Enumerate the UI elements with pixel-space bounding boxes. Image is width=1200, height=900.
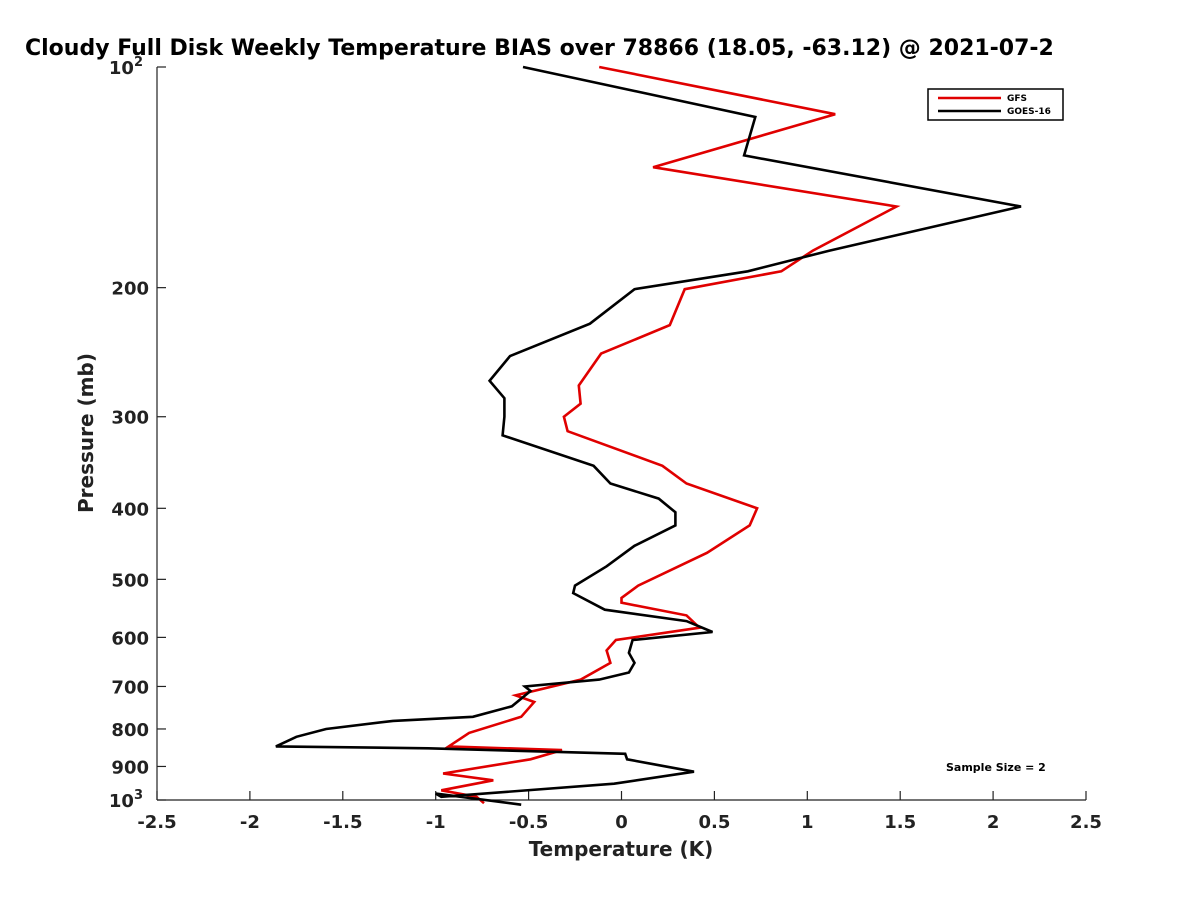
series-layer — [275, 65, 1022, 806]
y-tick-label: 800 — [111, 720, 149, 741]
y-axis-ticks: 102 200 300 400 500 600 700 800 900 103 — [109, 55, 166, 812]
y-tick-label: 103 — [109, 788, 143, 812]
x-tick-label: -1 — [426, 812, 446, 833]
y-tick-label: 102 — [109, 55, 143, 79]
sample-size-annotation: Sample Size = 2 — [946, 761, 1046, 774]
chart-title: Cloudy Full Disk Weekly Temperature BIAS… — [25, 36, 1054, 61]
legend: GFS GOES-16 — [927, 88, 1064, 121]
x-tick-label: 0 — [615, 812, 628, 833]
x-axis-ticks: -2.5 -2 -1.5 -1 -0.5 0 0.5 1 1.5 2 2.5 — [137, 791, 1102, 833]
x-tick-label: 1 — [801, 812, 814, 833]
x-tick-label: 0.5 — [698, 812, 730, 833]
x-tick-label: -1.5 — [323, 812, 362, 833]
y-tick-label: 300 — [111, 408, 149, 429]
y-tick-label: 200 — [111, 279, 149, 300]
series-line-goes-16 — [275, 65, 1022, 806]
x-tick-label: -0.5 — [509, 812, 548, 833]
y-tick-label: 900 — [111, 757, 149, 778]
legend-entry: GFS — [1007, 94, 1027, 104]
x-tick-label: -2.5 — [137, 812, 176, 833]
legend-entry: GOES-16 — [1007, 107, 1051, 117]
series-line-gfs — [441, 65, 901, 805]
x-tick-label: -2 — [240, 812, 260, 833]
x-tick-label: 2 — [987, 812, 1000, 833]
y-tick-label: 500 — [111, 570, 149, 591]
y-tick-label: 400 — [111, 499, 149, 520]
x-tick-label: 2.5 — [1070, 812, 1102, 833]
x-axis-label: Temperature (K) — [529, 837, 714, 861]
x-tick-label: 1.5 — [884, 812, 916, 833]
y-tick-label: 700 — [111, 677, 149, 698]
legend-box — [927, 88, 1064, 121]
y-axis-label: Pressure (mb) — [74, 353, 98, 513]
y-tick-label: 600 — [111, 628, 149, 649]
plot-frame — [156, 67, 1086, 801]
